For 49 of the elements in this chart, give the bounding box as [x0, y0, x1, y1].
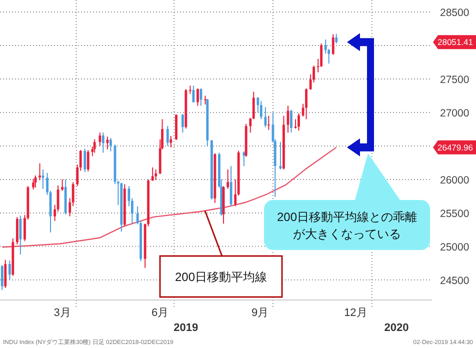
- x-tick-label: 6月: [152, 307, 169, 319]
- candlestick: [16, 216, 18, 245]
- candlestick: [192, 85, 195, 103]
- candlestick: [264, 106, 267, 128]
- x-tick-label: 12月: [344, 307, 368, 319]
- text: 2020: [384, 322, 409, 334]
- text: 2019: [174, 322, 198, 334]
- candlestick: [102, 132, 104, 154]
- candlestick: [189, 85, 192, 94]
- candlestick: [226, 168, 230, 190]
- text: 200日移動平均線: [174, 270, 268, 284]
- y-tick-label: 24500: [440, 274, 470, 287]
- candlestick: [151, 166, 154, 182]
- candlestick: [181, 113, 184, 134]
- candlestick: [170, 135, 172, 148]
- candlestick: [0, 264, 4, 290]
- y-tick-label: 27000: [440, 108, 470, 120]
- candlestick: [4, 259, 7, 288]
- candlestick: [298, 112, 300, 132]
- y-tick-label: 26000: [440, 174, 470, 186]
- candlestick: [8, 260, 11, 280]
- text: 28051.41: [438, 37, 474, 48]
- candlestick: [305, 88, 308, 120]
- candlestick: [61, 178, 64, 192]
- y-tick-label: 28500: [440, 7, 470, 20]
- candlestick: [242, 150, 246, 167]
- candlestick: [93, 138, 96, 154]
- candlestick: [196, 88, 199, 106]
- candlestick: [84, 148, 86, 173]
- candlestick: [267, 115, 270, 130]
- candlestick: [290, 109, 292, 134]
- x-tick-label: 9月: [251, 307, 269, 319]
- annotation: 200日移動平均線との乖離が大きくなっている: [276, 210, 418, 241]
- candlestick: [166, 125, 169, 146]
- candlestick: [98, 132, 102, 146]
- y-tick-label: 27500: [440, 74, 470, 86]
- candlestick: [32, 178, 35, 190]
- candlestick: [19, 215, 22, 255]
- text: 26479.96: [438, 142, 474, 152]
- y-tick-label: 25000: [440, 241, 470, 254]
- candlestick: [38, 162, 41, 181]
- candlestick: [154, 168, 158, 181]
- x-tick-label: 3月: [54, 307, 71, 319]
- candlestick: [109, 137, 112, 152]
- candlestick: [260, 100, 262, 120]
- candlestick: [332, 34, 334, 56]
- y-tick-label: 25500: [440, 208, 470, 220]
- candlestick: [86, 150, 90, 172]
- candlestick: [335, 33, 338, 44]
